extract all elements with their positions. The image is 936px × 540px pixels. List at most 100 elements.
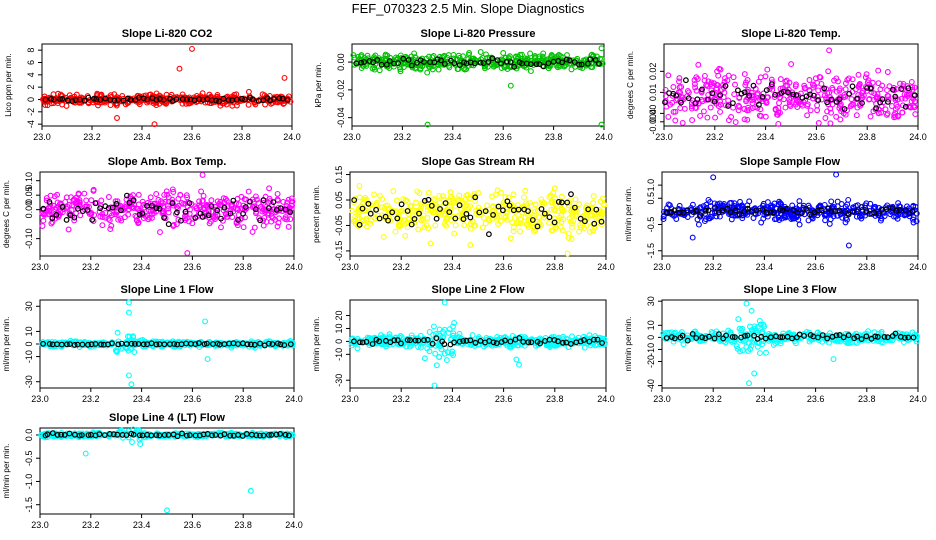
data-point [214,198,221,205]
outlier-point [128,381,135,388]
data-point [494,187,501,194]
data-point [424,69,431,76]
data-point [881,213,888,219]
data-point [39,223,46,229]
data-point [732,119,739,126]
data-point [741,208,747,215]
data-point [892,109,899,116]
data-point [528,61,534,67]
data-point [169,200,176,207]
data-point [523,202,530,209]
data-point [361,59,368,65]
data-point [815,87,822,94]
data-point [690,209,697,216]
data-point [115,97,121,103]
data-point [762,73,769,80]
y-tick-label: -4 [26,120,36,128]
data-point [793,81,799,88]
data-point [672,117,679,124]
data-point [379,196,386,203]
x-tick-label: 24.0 [909,394,927,404]
data-point [551,198,558,205]
data-point [139,198,146,205]
data-point [867,113,874,120]
data-point [433,362,440,369]
data-point [72,199,79,206]
data-point [224,213,231,220]
data-point [94,90,101,97]
data-point [558,193,565,200]
data-point [566,57,573,64]
data-point [386,58,393,64]
data-point [673,92,680,99]
data-point [730,104,737,111]
data-point [910,219,917,226]
data-point [746,92,753,99]
data-point [746,198,753,205]
data-point [522,187,529,194]
data-point [750,82,757,89]
x-tick-label: 24.0 [909,132,927,142]
data-point [506,53,513,60]
data-point [692,84,699,91]
data-point [756,101,762,108]
data-point [257,217,264,224]
outlier-point [845,242,852,249]
data-point [833,113,840,120]
data-point [366,58,373,64]
data-point [469,332,476,339]
data-point [48,95,54,102]
data-point [886,83,893,90]
x-tick-label: 24.0 [285,262,303,272]
data-point [137,441,144,448]
data-point [74,205,81,212]
data-point [825,205,831,212]
data-point [546,193,553,200]
data-point [782,104,789,111]
data-point [684,207,691,214]
data-point [173,96,180,103]
data-point [867,200,874,207]
data-point [757,350,763,357]
data-point [389,209,396,216]
data-point [192,215,199,221]
y-tick-label: 0 [24,341,34,346]
data-point [147,194,154,201]
data-point [536,61,543,67]
series-magenta [39,171,296,257]
y-tick-label: 10 [646,320,656,330]
data-point [447,189,454,196]
data-point [462,196,469,202]
data-point [705,207,712,214]
x-tick-label: 24.0 [283,132,301,142]
data-point [834,212,841,219]
data-point [742,82,749,88]
data-point [452,215,459,222]
outlier-point [689,234,696,241]
data-point [84,206,91,213]
data-point [828,96,835,103]
data-point [835,78,841,85]
data-point [249,96,256,103]
data-point [260,222,267,229]
data-point [470,219,476,226]
data-point [590,227,597,234]
data-point [403,220,410,227]
data-point [365,200,372,207]
data-point [784,205,791,212]
data-point [546,214,553,221]
data-point [506,202,513,209]
data-point [535,214,542,221]
data-point [93,96,100,103]
series-black [351,191,605,238]
data-point [225,96,232,103]
data-point [803,205,810,212]
data-point [99,210,106,217]
outlier-point [743,300,750,307]
y-tick-label: 8 [26,48,36,53]
data-point [821,85,828,92]
y-tick-label: -0.004 [648,109,658,135]
data-point [785,86,792,93]
data-point [589,212,596,219]
data-point [198,188,205,195]
